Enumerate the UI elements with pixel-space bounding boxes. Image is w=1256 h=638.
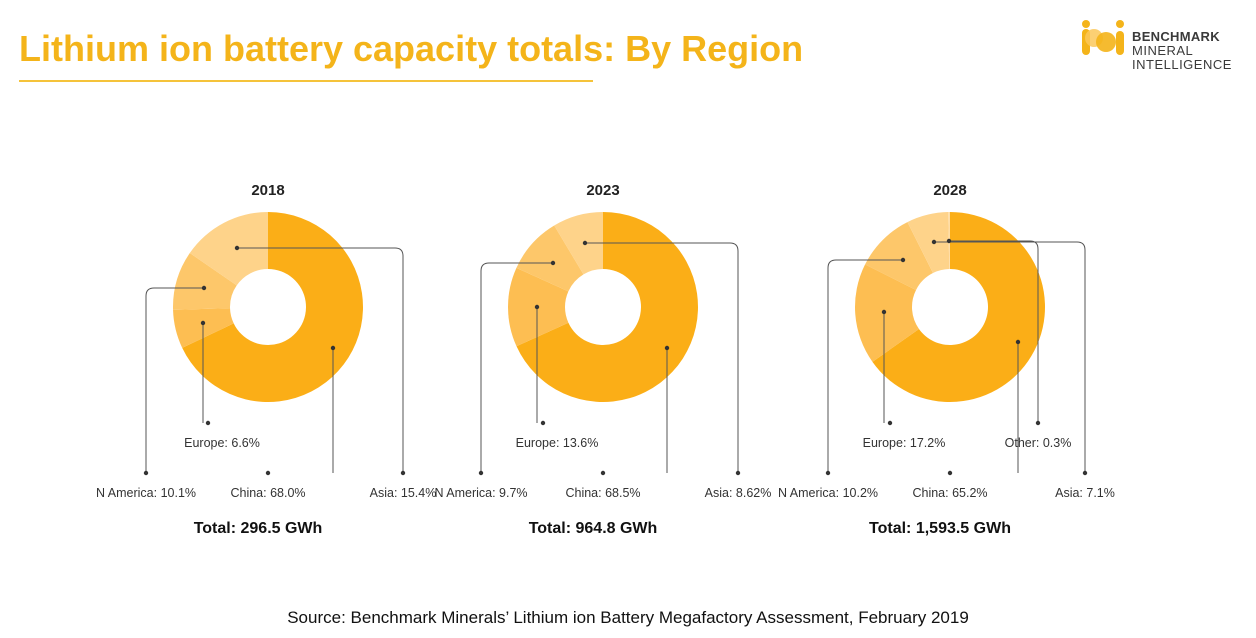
leader-end-asia-2023 — [735, 470, 741, 476]
donut-slice-asia-2028 — [907, 212, 950, 274]
leader-end-n-america-2023 — [478, 470, 484, 476]
leader-end-asia-2028 — [1082, 470, 1088, 476]
leader-line-asia-2028 — [934, 241, 1086, 473]
chart-title-2023: 2023 — [586, 182, 619, 199]
leader-end-china-2023 — [600, 470, 606, 476]
donut-slice-china-2018 — [182, 212, 364, 402]
leader-dot-n-america-2023 — [550, 260, 556, 266]
leader-line-n-america-2023 — [480, 262, 553, 473]
slice-label-asia-2023: Asia: 8.62% — [705, 486, 772, 500]
leader-end-china-2028 — [947, 470, 953, 476]
slice-label-china-2028: China: 65.2% — [912, 486, 987, 500]
leader-dot-china-2023 — [664, 345, 670, 351]
leader-dot-europe-2028 — [881, 309, 887, 315]
donut-slice-asia-2018 — [189, 212, 268, 286]
slice-label-asia-2018: Asia: 15.4% — [370, 486, 437, 500]
benchmark-logo-icon — [1082, 20, 1124, 55]
leader-line-n-america-2018 — [145, 287, 204, 473]
chart-title-2028: 2028 — [933, 182, 966, 199]
logo-line-1: BENCHMARK — [1132, 29, 1220, 44]
leader-end-other-2028 — [1035, 420, 1041, 426]
leader-dot-n-america-2018 — [201, 285, 207, 291]
leader-end-n-america-2028 — [825, 470, 831, 476]
leader-line-asia-2018 — [237, 247, 404, 473]
leader-end-asia-2018 — [400, 470, 406, 476]
donut-slice-china-2028 — [872, 212, 1045, 403]
donut-slice-n-america-2028 — [865, 222, 933, 290]
chart-total-2028: Total: 1,593.5 GWh — [869, 520, 1011, 537]
leader-dot-n-america-2028 — [900, 257, 906, 263]
source-note: Source: Benchmark Minerals’ Lithium ion … — [287, 608, 969, 627]
leader-dot-europe-2023 — [534, 304, 540, 310]
donut-slice-n-america-2018 — [172, 253, 237, 310]
leader-line-other-2028 — [949, 240, 1039, 423]
leader-end-china-2018 — [265, 470, 271, 476]
leader-dot-europe-2018 — [200, 320, 206, 326]
slice-label-europe-2023: Europe: 13.6% — [516, 436, 599, 450]
slice-label-asia-2028: Asia: 7.1% — [1055, 486, 1115, 500]
leader-dot-china-2018 — [330, 345, 336, 351]
leader-end-n-america-2018 — [143, 470, 149, 476]
slice-label-china-2023: China: 68.5% — [565, 486, 640, 500]
slice-label-europe-2018: Europe: 6.6% — [184, 436, 260, 450]
slice-label-n-america-2028: N America: 10.2% — [778, 486, 878, 500]
leader-end-europe-2018 — [205, 420, 211, 426]
chart-title-2018: 2018 — [251, 182, 284, 199]
leader-end-europe-2028 — [887, 420, 893, 426]
chart-total-2018: Total: 296.5 GWh — [194, 520, 323, 537]
logo-line-3: INTELLIGENCE — [1132, 57, 1232, 72]
benchmark-logo: BENCHMARK MINERAL INTELLIGENCE — [1072, 16, 1242, 78]
donut-slice-europe-2028 — [855, 264, 919, 362]
donut-slice-asia-2023 — [554, 212, 603, 275]
title-underline — [19, 80, 593, 82]
leader-dot-asia-2018 — [234, 245, 240, 251]
donut-charts: 2018 China: 68.0% Europe: 6.6% N America: 1… — [96, 182, 1115, 537]
slice-label-other-2028: Other: 0.3% — [1005, 436, 1072, 450]
leader-dot-other-2028 — [946, 238, 952, 244]
leader-dot-asia-2028 — [931, 239, 937, 245]
leader-line-n-america-2028 — [827, 259, 903, 473]
slice-label-china-2018: China: 68.0% — [230, 486, 305, 500]
benchmark-logo-wordmark: BENCHMARK MINERAL INTELLIGENCE — [1132, 30, 1232, 72]
logo-line-2: MINERAL — [1132, 43, 1194, 58]
slice-label-n-america-2023: N America: 9.7% — [434, 486, 527, 500]
leader-dot-asia-2023 — [582, 240, 588, 246]
leader-dot-china-2028 — [1015, 339, 1021, 345]
leader-line-asia-2023 — [585, 242, 739, 473]
leader-end-europe-2023 — [540, 420, 546, 426]
chart-total-2023: Total: 964.8 GWh — [529, 520, 658, 537]
donut-slice-china-2023 — [516, 212, 699, 403]
donut-slice-n-america-2023 — [516, 225, 584, 292]
slice-label-europe-2028: Europe: 17.2% — [863, 436, 946, 450]
page-title: Lithium ion battery capacity totals: By … — [19, 28, 804, 69]
slice-label-n-america-2018: N America: 10.1% — [96, 486, 196, 500]
